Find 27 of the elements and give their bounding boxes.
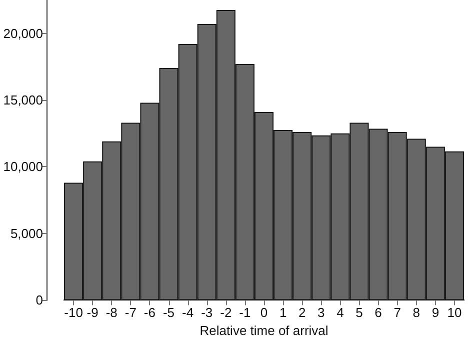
x-tick-label: -9 [86,305,98,320]
x-tick-label: 4 [336,305,344,320]
x-tick-label: -5 [162,305,175,320]
x-tick-label: -10 [64,305,83,320]
x-tick-label: 5 [356,305,363,320]
x-tick-label: -7 [124,305,136,320]
y-tick-label: 0 [36,292,43,308]
x-tick-label: 2 [298,305,306,320]
x-tick-label: -4 [182,305,194,320]
y-tick-label: 15,000 [3,92,43,108]
x-tick-label: 9 [432,305,440,320]
y-tick-label: 10,000 [3,159,43,174]
x-tick-label: 7 [394,305,401,320]
x-axis-title: Relative time of arrival [200,323,328,338]
y-tick-label: 20,000 [3,26,43,41]
x-tick-label: -3 [201,305,213,320]
y-tick-label: 5,000 [10,226,43,241]
x-tick-label: -8 [106,305,118,320]
x-tick-label: -1 [239,305,251,320]
x-tick-label: -6 [144,305,156,320]
x-tick-label: 0 [260,305,268,320]
x-tick-label: 10 [447,305,462,320]
x-tick-label: 8 [412,305,420,320]
x-tick-label: 3 [318,305,325,320]
x-tick-label: 6 [374,305,382,320]
x-tick-label: 1 [279,305,287,320]
x-tick-label: -2 [220,305,232,320]
